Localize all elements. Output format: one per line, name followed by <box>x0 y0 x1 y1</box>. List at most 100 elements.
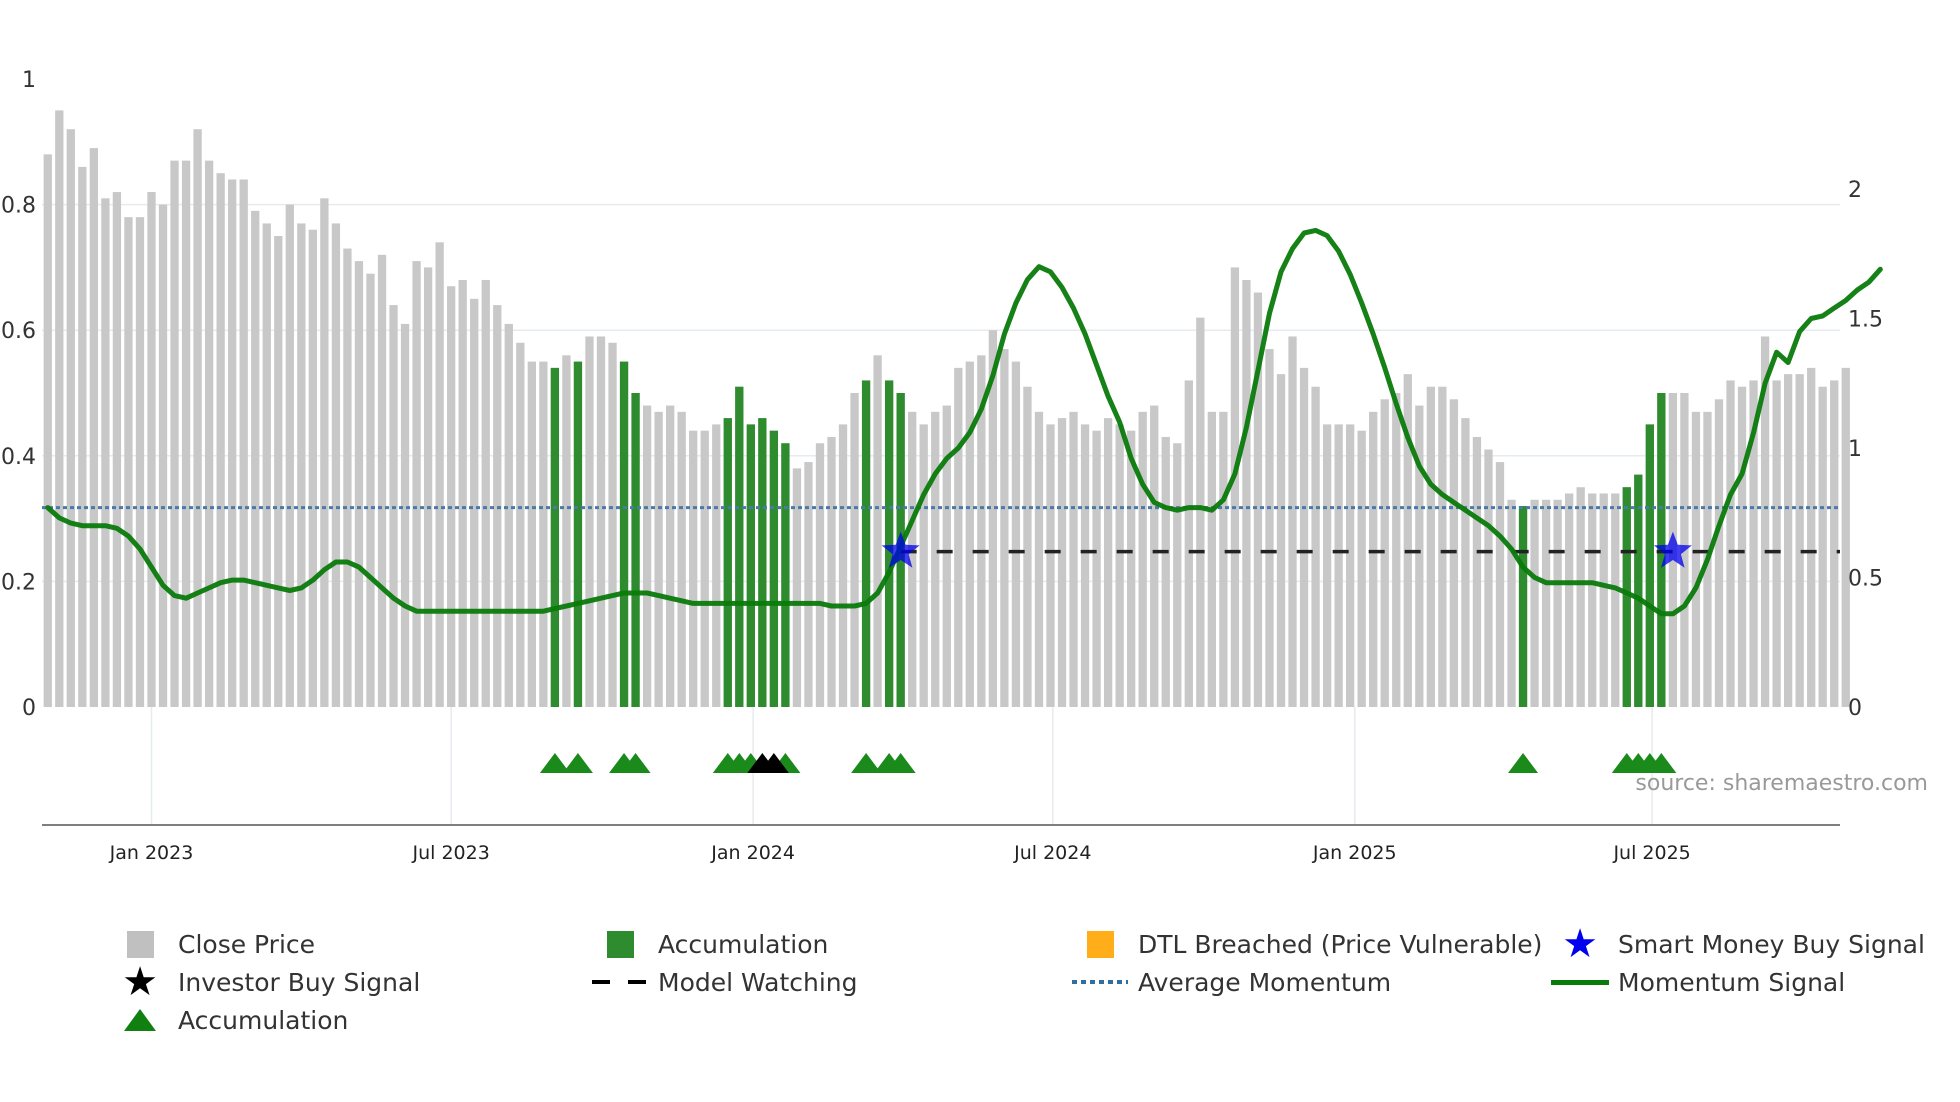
close-price-bar <box>562 355 571 707</box>
source-label: source: sharemaestro.com <box>1635 771 1928 796</box>
green-line-icon <box>1550 964 1610 1000</box>
close-price-bar <box>366 273 375 707</box>
accumulation-marker <box>620 753 651 773</box>
close-price-bar <box>400 323 410 707</box>
close-price-bar <box>1230 267 1240 707</box>
investor-buy-marker <box>758 753 789 773</box>
close-price-bar <box>1196 317 1205 707</box>
close-price-bar <box>642 405 652 707</box>
x-tick-label: Jan 2023 <box>109 842 194 864</box>
close-price-bar <box>873 355 882 707</box>
close-price-bar <box>1322 424 1332 707</box>
close-price-bar <box>1346 424 1355 707</box>
accumulation-bar <box>573 361 583 707</box>
close-price-bar <box>1173 443 1182 707</box>
close-price-bar <box>78 166 87 708</box>
close-price-bar <box>193 129 202 708</box>
dash-line-icon <box>590 964 650 1000</box>
accumulation-bar <box>1645 424 1654 707</box>
accumulation-marker <box>562 753 593 773</box>
signal-markers <box>539 531 1692 773</box>
legend-label: Average Momentum <box>1138 967 1392 997</box>
close-price-bar <box>1507 499 1516 707</box>
y-right-tick-label: 0 <box>1848 696 1862 721</box>
legend-label: Model Watching <box>658 967 858 997</box>
green-triangle-icon <box>110 1002 170 1038</box>
close-price-bar <box>596 336 606 707</box>
close-price-bar <box>1472 436 1482 707</box>
close-price-bar <box>1288 336 1297 707</box>
close-price-bar <box>1611 493 1620 707</box>
blue-star-icon: ★ <box>1562 921 1598 967</box>
close-price-bar <box>1242 279 1251 707</box>
close-price-bar <box>251 210 260 707</box>
close-price-bar <box>1807 367 1816 707</box>
close-price-bar <box>539 361 548 707</box>
close-price-bar <box>919 424 928 707</box>
y-left-tick-label: 0.8 <box>1 194 36 219</box>
accumulation-bar <box>769 430 779 707</box>
close-price-bar <box>585 336 594 707</box>
close-price-bar <box>827 436 836 707</box>
close-price-bar <box>527 361 536 707</box>
close-price-bar <box>1737 386 1747 707</box>
legend-item-dtl-breached: DTL Breached (Price Vulnerable) <box>1070 926 1542 962</box>
x-tick-label: Jul 2023 <box>411 842 489 864</box>
close-price-bar <box>504 323 513 707</box>
close-price-bar <box>1484 449 1493 707</box>
close-price-bar <box>1276 374 1286 707</box>
close-price-bar <box>228 179 237 708</box>
close-price-bar <box>1357 430 1366 707</box>
accumulation-bar <box>781 443 790 707</box>
legend-item-accumulation-marker: Accumulation <box>110 1002 348 1038</box>
close-price-bar <box>262 223 271 707</box>
close-price-bar <box>216 173 225 707</box>
legend-label: Investor Buy Signal <box>178 967 421 997</box>
close-price-bar <box>931 411 940 707</box>
accumulation-bar <box>723 418 732 707</box>
accumulation-marker <box>851 753 882 773</box>
gray-square-icon <box>110 926 170 962</box>
close-price-bar <box>1392 393 1401 707</box>
close-price-bar <box>389 305 398 707</box>
close-price-bar <box>447 286 456 707</box>
legend-label: Accumulation <box>178 1005 349 1035</box>
close-price-bar <box>343 248 352 707</box>
accumulation-bar <box>1518 506 1528 707</box>
close-price-bar <box>1461 418 1470 707</box>
close-price-bar <box>1299 367 1309 707</box>
close-price-bar <box>1138 411 1147 707</box>
close-price-bar <box>700 430 709 707</box>
x-tick-label: Jul 2025 <box>1612 842 1690 864</box>
accumulation-bar <box>884 380 894 707</box>
close-price-bar <box>470 298 479 707</box>
y-right-tick-label: 2 <box>1848 178 1862 203</box>
close-price-bar <box>135 217 145 707</box>
close-price-bar <box>954 367 963 707</box>
legend-label: DTL Breached (Price Vulnerable) <box>1138 929 1543 959</box>
close-price-bar <box>608 342 617 707</box>
accumulation-bar <box>1634 474 1643 707</box>
close-price-bar <box>815 443 825 707</box>
close-price-bar <box>1069 411 1078 707</box>
momentum-signal-line <box>45 227 1883 617</box>
close-price-bar <box>1541 499 1551 707</box>
close-price-bar <box>377 254 387 707</box>
close-price-bar <box>1080 424 1090 707</box>
close-price-bar <box>1011 361 1021 707</box>
close-price-bar <box>1772 380 1781 707</box>
close-price-bar <box>977 355 986 707</box>
close-price-bar <box>481 279 490 707</box>
close-price-bar <box>850 393 859 707</box>
accumulation-bar <box>550 367 560 707</box>
smart-money-buy-star <box>1653 531 1692 568</box>
y-left-tick-label: 0.6 <box>1 319 36 344</box>
close-price-bar <box>1115 424 1124 707</box>
accumulation-marker <box>885 753 916 773</box>
orange-square-icon <box>1070 926 1130 962</box>
close-price-bar <box>1726 380 1735 707</box>
close-price-bar <box>297 223 306 707</box>
legend: Close Price Accumulation DTL Breached (P… <box>110 921 1930 1046</box>
close-price-bar <box>435 242 444 707</box>
